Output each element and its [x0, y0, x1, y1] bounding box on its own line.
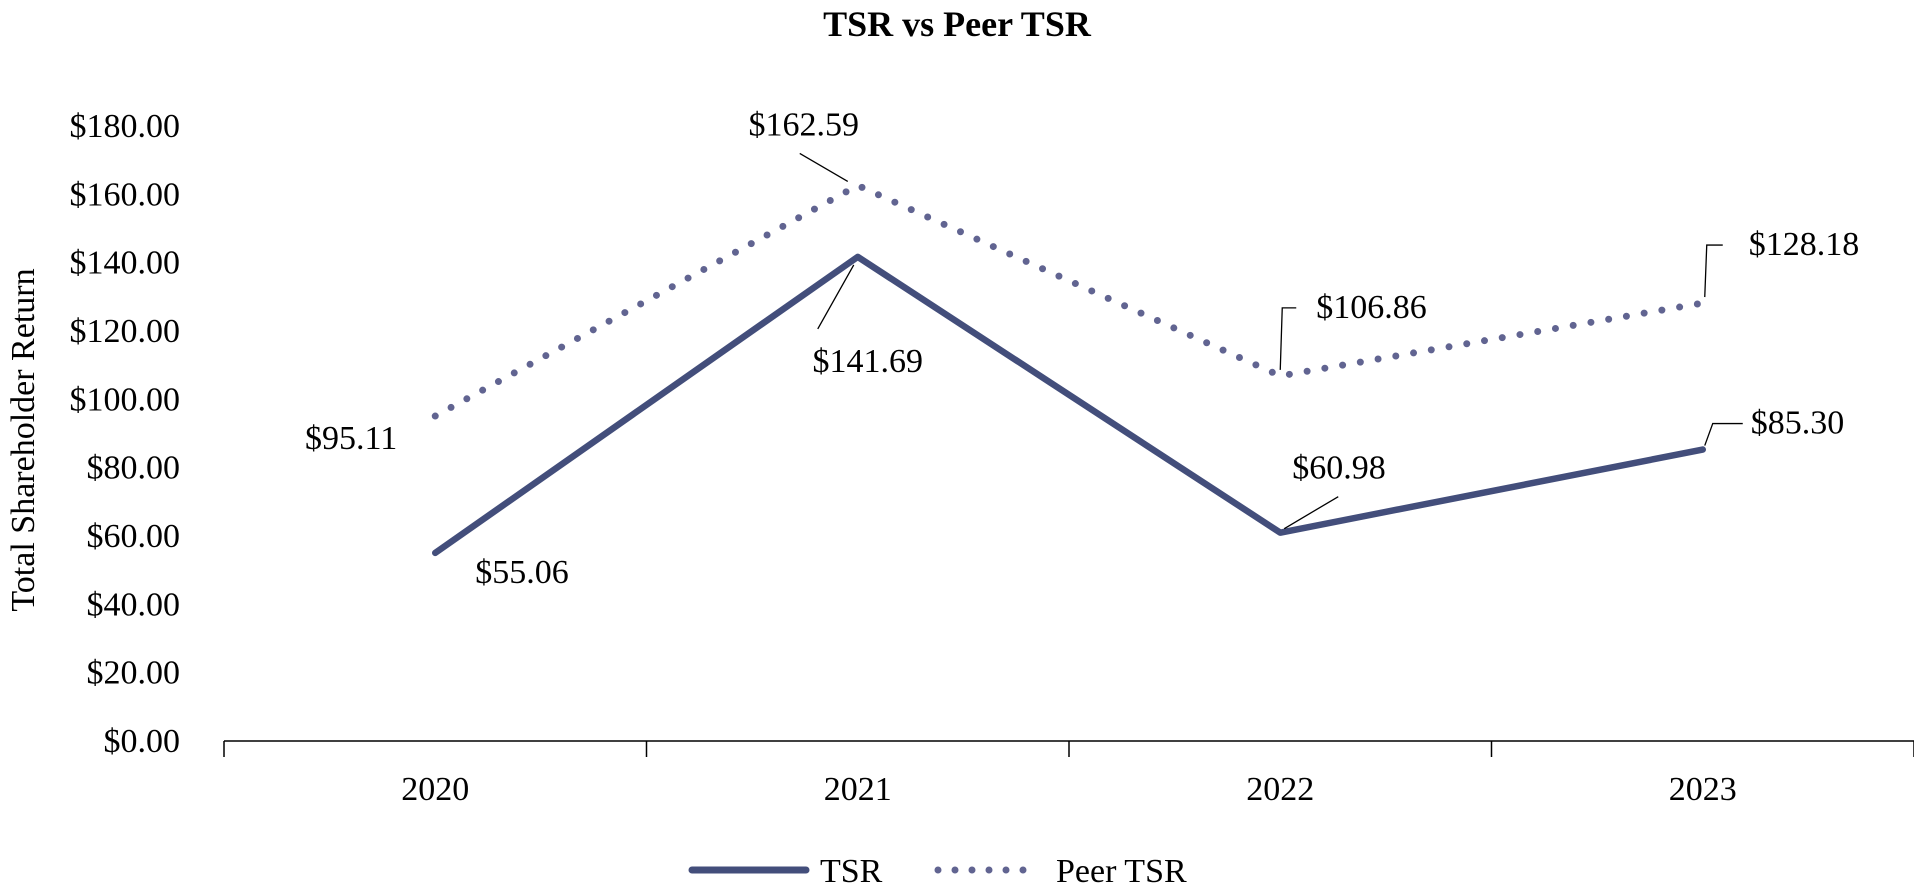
label-leader-lines — [799, 152, 1743, 530]
y-tick-label: $0.00 — [104, 723, 181, 760]
x-tick-label: 2020 — [401, 771, 469, 808]
label-leader-line — [1704, 244, 1723, 298]
label-leader-line — [1279, 307, 1297, 370]
y-tick-label: $80.00 — [87, 450, 181, 487]
label-leader-line — [817, 264, 855, 330]
y-tick-label: $140.00 — [70, 245, 181, 282]
y-axis-label: Total Shareholder Return — [5, 268, 42, 611]
label-leader-line — [1704, 422, 1743, 446]
x-tick-label: 2022 — [1246, 771, 1314, 808]
peer-tsr-data-label: $128.18 — [1749, 226, 1860, 263]
axes — [223, 740, 1914, 757]
tsr-data-label: $55.06 — [475, 554, 569, 591]
y-tick-label: $20.00 — [87, 655, 181, 692]
series-lines — [431, 181, 1707, 557]
y-tick-label: $160.00 — [70, 176, 181, 213]
peer-tsr-data-label: $106.86 — [1316, 289, 1427, 326]
data-labels: $55.06 $141.69 $60.98 $85.30 $95.11 $162.59 $1… — [305, 106, 1859, 590]
y-tick-labels: $0.00 $20.00 $40.00 $60.00 $80.00 $100.00 $120… — [70, 108, 181, 760]
tsr-line — [432, 253, 1706, 557]
peer-tsr-data-label: $162.59 — [749, 106, 860, 143]
legend: TSR Peer TSR — [688, 853, 1187, 890]
tsr-data-label: $141.69 — [813, 343, 924, 380]
chart-title: TSR vs Peer TSR — [823, 4, 1092, 44]
x-tick-label: 2021 — [824, 771, 892, 808]
x-tick-label: 2023 — [1669, 771, 1737, 808]
legend-label-tsr: TSR — [820, 853, 883, 890]
tsr-data-label: $60.98 — [1292, 450, 1386, 487]
y-tick-label: $180.00 — [70, 108, 181, 145]
label-leader-line — [1283, 496, 1339, 530]
peer-tsr-data-label: $95.11 — [305, 420, 397, 457]
label-leader-line — [799, 152, 849, 183]
y-tick-label: $60.00 — [87, 518, 181, 555]
x-tick-labels: 2020 2021 2022 2023 — [401, 771, 1737, 808]
y-tick-label: $100.00 — [70, 381, 181, 418]
y-tick-label: $120.00 — [70, 313, 181, 350]
peer-tsr-line — [431, 181, 1707, 420]
y-tick-label: $40.00 — [87, 586, 181, 623]
legend-label-peer-tsr: Peer TSR — [1056, 853, 1187, 890]
tsr-data-label: $85.30 — [1751, 405, 1845, 442]
